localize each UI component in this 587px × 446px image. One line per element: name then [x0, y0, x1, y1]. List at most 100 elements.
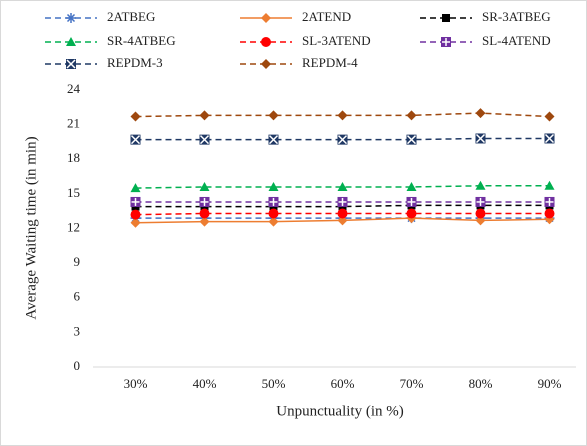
- marker: [268, 110, 279, 121]
- marker: [337, 208, 348, 219]
- y-tick-label: 15: [67, 185, 80, 200]
- marker: [130, 196, 141, 207]
- marker: [406, 134, 417, 145]
- marker: [268, 208, 279, 219]
- x-tick-label: 40%: [193, 376, 217, 391]
- legend-entry: SR-3ATBEG: [420, 9, 551, 24]
- marker-shape: [268, 208, 279, 219]
- marker: [544, 196, 555, 207]
- marker: [475, 180, 486, 190]
- marker-shape: [475, 108, 486, 119]
- marker-shape: [261, 37, 271, 47]
- marker-shape: [66, 37, 76, 46]
- marker-shape: [337, 110, 348, 121]
- marker-shape: [261, 59, 271, 69]
- marker: [442, 14, 450, 22]
- legend-label: REPDM-4: [302, 55, 358, 70]
- marker: [475, 196, 486, 207]
- marker: [199, 181, 210, 191]
- marker: [475, 133, 486, 144]
- marker-shape: [268, 216, 279, 227]
- y-tick-label: 21: [67, 116, 80, 131]
- marker-stroke: [406, 135, 417, 145]
- y-tick-label: 6: [74, 289, 81, 304]
- marker-shape: [544, 180, 555, 190]
- marker-shape: [268, 181, 279, 191]
- marker: [544, 180, 555, 190]
- marker: [337, 196, 348, 207]
- legend-entry: REPDM-3: [45, 55, 163, 70]
- marker: [337, 181, 348, 191]
- legend-label: 2ATEND: [302, 9, 351, 24]
- legend-label: SL-4ATEND: [482, 33, 551, 48]
- marker: [406, 181, 417, 191]
- marker-shape: [199, 216, 210, 227]
- marker: [130, 209, 141, 220]
- marker-shape: [130, 217, 141, 228]
- marker-shape: [475, 215, 486, 226]
- marker: [268, 216, 279, 227]
- marker: [544, 208, 555, 219]
- marker-shape: [337, 208, 348, 219]
- marker-shape: [475, 208, 486, 219]
- x-tick-label: 90%: [538, 376, 562, 391]
- marker: [130, 111, 141, 122]
- marker-shape: [199, 181, 210, 191]
- marker-shape: [544, 111, 555, 122]
- legend-entry: REPDM-4: [240, 55, 358, 70]
- marker: [268, 181, 279, 191]
- marker: [406, 110, 417, 121]
- marker: [199, 110, 210, 121]
- marker: [337, 215, 348, 226]
- y-tick-label: 9: [74, 254, 81, 269]
- legend-entry: 2ATEND: [240, 9, 351, 24]
- y-tick-label: 18: [67, 150, 80, 165]
- legend-entry: SR-4ATBEG: [45, 33, 176, 48]
- marker-stroke: [66, 13, 76, 23]
- marker: [475, 108, 486, 119]
- marker: [130, 217, 141, 228]
- x-tick-label: 30%: [124, 376, 148, 391]
- marker-shape: [261, 13, 271, 23]
- marker: [199, 134, 210, 145]
- marker: [406, 208, 417, 219]
- marker-stroke: [268, 135, 279, 145]
- marker: [66, 37, 76, 46]
- marker-shape: [268, 110, 279, 121]
- marker: [544, 111, 555, 122]
- x-axis-title: Unpunctuality (in %): [276, 403, 403, 419]
- marker-shape: [544, 208, 555, 219]
- marker: [66, 59, 76, 69]
- y-axis-title: Average Waiting time (in min): [23, 136, 39, 319]
- marker: [475, 208, 486, 219]
- y-tick-label: 3: [74, 323, 81, 338]
- marker: [544, 133, 555, 144]
- marker: [441, 37, 451, 47]
- marker-shape: [130, 111, 141, 122]
- marker-shape: [442, 14, 450, 22]
- marker-stroke: [130, 135, 141, 145]
- legend-label: 2ATBEG: [107, 9, 155, 24]
- y-tick-label: 24: [67, 81, 81, 96]
- marker-shape: [130, 183, 141, 193]
- marker: [261, 59, 271, 69]
- legend-entry: SL-4ATEND: [420, 33, 551, 48]
- x-tick-label: 50%: [262, 376, 286, 391]
- marker: [337, 134, 348, 145]
- marker: [199, 196, 210, 207]
- marker-shape: [199, 110, 210, 121]
- x-tick-label: 80%: [469, 376, 493, 391]
- legend-label: SR-4ATBEG: [107, 33, 176, 48]
- marker: [406, 196, 417, 207]
- marker-shape: [199, 208, 210, 219]
- marker: [130, 134, 141, 145]
- marker-stroke: [66, 59, 76, 69]
- marker: [268, 134, 279, 145]
- marker: [199, 208, 210, 219]
- marker-stroke: [475, 133, 486, 144]
- marker: [130, 183, 141, 193]
- marker: [337, 110, 348, 121]
- marker: [475, 215, 486, 226]
